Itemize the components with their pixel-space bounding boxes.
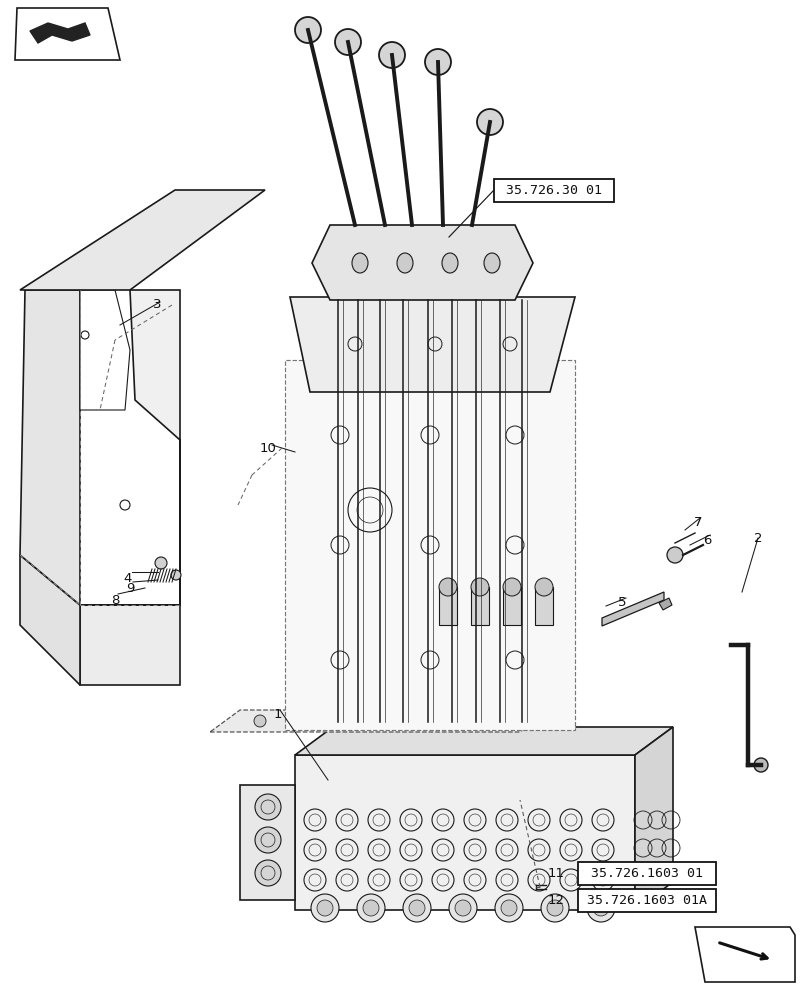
- Text: 2: 2: [753, 532, 762, 544]
- Polygon shape: [601, 592, 663, 626]
- Bar: [502, 587, 521, 625]
- Text: 6: 6: [702, 534, 710, 546]
- Bar: [439, 587, 457, 625]
- Circle shape: [586, 894, 614, 922]
- Circle shape: [402, 894, 431, 922]
- Circle shape: [424, 49, 450, 75]
- Ellipse shape: [441, 253, 457, 273]
- Bar: [470, 587, 488, 625]
- Polygon shape: [20, 290, 80, 605]
- Polygon shape: [15, 8, 120, 60]
- Circle shape: [171, 570, 181, 580]
- Text: 35.726.1603 01A: 35.726.1603 01A: [586, 894, 706, 907]
- Circle shape: [255, 827, 281, 853]
- FancyBboxPatch shape: [493, 179, 613, 202]
- Polygon shape: [285, 360, 574, 730]
- Text: 9: 9: [126, 582, 134, 594]
- Polygon shape: [659, 598, 672, 610]
- Circle shape: [254, 715, 266, 727]
- Circle shape: [409, 900, 424, 916]
- Polygon shape: [30, 23, 90, 43]
- Text: 11: 11: [547, 867, 564, 880]
- Bar: [534, 587, 552, 625]
- Circle shape: [335, 29, 361, 55]
- Ellipse shape: [483, 253, 500, 273]
- Circle shape: [592, 900, 608, 916]
- Text: 8: 8: [110, 593, 119, 606]
- FancyBboxPatch shape: [577, 862, 715, 885]
- Circle shape: [534, 578, 552, 596]
- Circle shape: [448, 894, 476, 922]
- Circle shape: [255, 794, 281, 820]
- Text: 1: 1: [273, 708, 282, 721]
- Circle shape: [502, 578, 521, 596]
- Circle shape: [547, 900, 562, 916]
- Circle shape: [363, 900, 379, 916]
- Circle shape: [476, 109, 502, 135]
- Circle shape: [540, 894, 569, 922]
- Text: 10: 10: [260, 442, 276, 454]
- Circle shape: [294, 17, 320, 43]
- Circle shape: [495, 894, 522, 922]
- Text: 35.726.1603 01: 35.726.1603 01: [590, 867, 702, 880]
- Circle shape: [324, 715, 336, 727]
- Polygon shape: [634, 727, 672, 910]
- Polygon shape: [240, 785, 294, 900]
- FancyBboxPatch shape: [577, 889, 715, 912]
- Circle shape: [500, 900, 517, 916]
- Text: 35.726.30 01: 35.726.30 01: [505, 184, 601, 197]
- Polygon shape: [290, 297, 574, 392]
- Text: 5: 5: [617, 595, 625, 608]
- Circle shape: [753, 758, 767, 772]
- Ellipse shape: [351, 253, 367, 273]
- Polygon shape: [20, 555, 80, 685]
- Circle shape: [255, 860, 281, 886]
- Circle shape: [439, 578, 457, 596]
- Circle shape: [474, 715, 486, 727]
- Circle shape: [404, 715, 415, 727]
- Circle shape: [666, 547, 682, 563]
- Circle shape: [311, 894, 338, 922]
- Polygon shape: [694, 927, 794, 982]
- Text: 7: 7: [693, 516, 702, 530]
- Circle shape: [454, 900, 470, 916]
- Ellipse shape: [397, 253, 413, 273]
- Polygon shape: [311, 225, 532, 300]
- Circle shape: [316, 900, 333, 916]
- Polygon shape: [80, 605, 180, 685]
- Text: 3: 3: [152, 298, 161, 312]
- Polygon shape: [294, 755, 634, 910]
- Circle shape: [155, 557, 167, 569]
- Circle shape: [357, 894, 384, 922]
- Text: 12: 12: [547, 894, 564, 907]
- Polygon shape: [210, 710, 549, 732]
- Text: 4: 4: [123, 572, 132, 584]
- Polygon shape: [294, 727, 672, 755]
- Polygon shape: [80, 290, 180, 605]
- Circle shape: [470, 578, 488, 596]
- Polygon shape: [20, 190, 264, 290]
- Polygon shape: [80, 290, 130, 410]
- Circle shape: [379, 42, 405, 68]
